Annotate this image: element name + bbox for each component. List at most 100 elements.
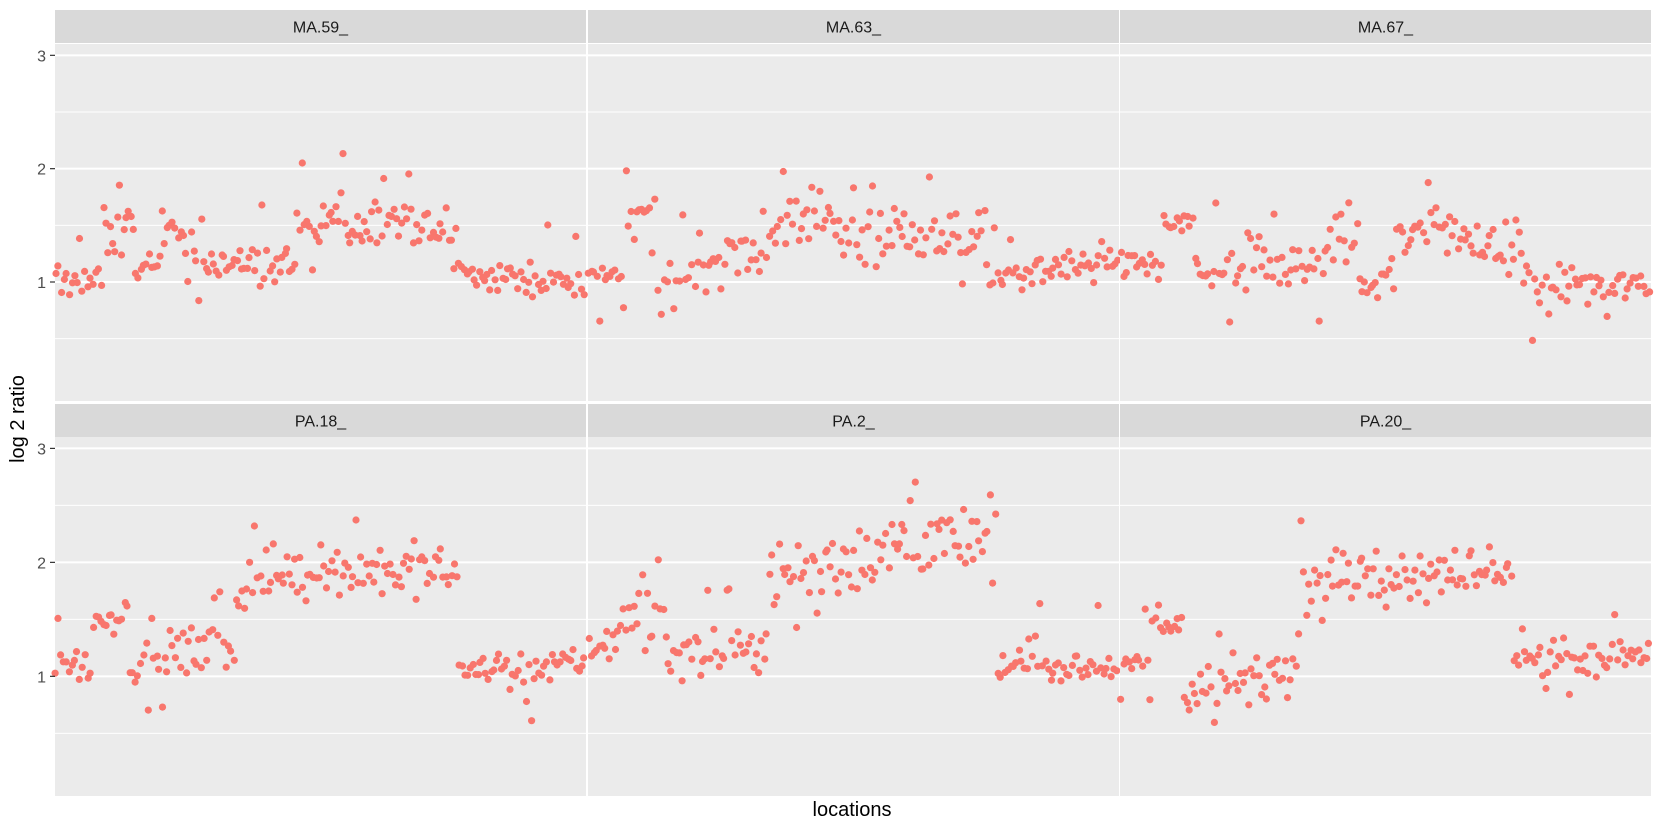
data-point — [837, 237, 845, 246]
data-point — [1125, 658, 1133, 666]
data-point — [1644, 639, 1652, 648]
data-point — [120, 226, 128, 234]
data-point — [777, 216, 785, 224]
data-point — [925, 173, 934, 181]
data-point — [1467, 242, 1475, 250]
data-point — [1210, 267, 1218, 276]
data-point — [400, 203, 408, 211]
data-point — [1082, 664, 1090, 672]
data-point — [549, 278, 558, 286]
data-point — [816, 187, 824, 195]
data-point — [731, 651, 739, 659]
data-point — [1354, 582, 1362, 590]
data-point — [166, 626, 174, 635]
data-point — [975, 537, 983, 545]
data-point — [187, 624, 195, 632]
data-point — [914, 552, 922, 561]
data-point — [1113, 667, 1121, 675]
data-point — [233, 596, 241, 604]
data-point — [1388, 255, 1396, 263]
data-point — [1467, 547, 1475, 555]
data-point — [1563, 297, 1571, 305]
data-point — [1220, 269, 1228, 277]
data-point — [1152, 614, 1160, 622]
data-point — [216, 588, 224, 596]
data-point — [725, 585, 733, 593]
facet-strip — [55, 10, 586, 43]
data-point — [919, 565, 927, 573]
data-point — [684, 274, 693, 282]
data-point — [1340, 237, 1348, 245]
facet-panels: MA.59_ 1 2 3 MA.63_ MA.67_ PA.18_ 1 2 3 PA.2_ PA.20… — [37, 10, 1654, 796]
data-point — [944, 240, 952, 248]
data-point — [327, 208, 335, 217]
data-point — [403, 215, 411, 223]
data-point — [334, 217, 342, 225]
data-point — [864, 223, 872, 231]
data-point — [1485, 232, 1493, 240]
data-point — [938, 229, 946, 237]
facet-panel: MA.67_ — [1117, 10, 1654, 401]
data-point — [1327, 556, 1335, 564]
data-point — [699, 261, 708, 269]
data-point — [296, 226, 304, 234]
data-point — [429, 573, 438, 581]
data-point — [752, 650, 761, 658]
data-point — [1401, 566, 1409, 574]
data-point — [832, 231, 840, 239]
data-point — [1611, 289, 1619, 297]
data-point — [358, 237, 366, 245]
data-point — [54, 614, 62, 623]
data-point — [1367, 591, 1375, 599]
data-point — [271, 278, 279, 286]
data-point — [1057, 270, 1065, 278]
data-point — [1472, 582, 1480, 590]
data-point — [657, 310, 665, 318]
data-point — [1036, 600, 1044, 608]
data-point — [1339, 549, 1347, 557]
data-point — [1406, 594, 1414, 603]
data-point — [161, 654, 169, 662]
data-point — [436, 220, 444, 228]
data-point — [670, 305, 678, 313]
data-point — [525, 661, 533, 669]
data-point — [1185, 706, 1193, 714]
data-point — [248, 246, 256, 254]
data-point — [81, 267, 89, 275]
data-point — [1039, 278, 1047, 286]
data-point — [140, 651, 148, 659]
data-point — [1316, 572, 1324, 580]
data-point — [98, 281, 106, 289]
data-point — [386, 560, 394, 568]
data-point — [66, 291, 74, 299]
data-point — [1185, 222, 1193, 230]
data-point — [752, 256, 760, 264]
data-point — [1023, 665, 1031, 673]
data-point — [305, 222, 313, 230]
data-point — [1305, 580, 1313, 588]
data-point — [1234, 272, 1242, 280]
data-point — [757, 637, 765, 645]
data-point — [1175, 626, 1183, 634]
data-point — [1223, 256, 1231, 264]
data-point — [1375, 591, 1383, 600]
data-point — [856, 253, 864, 261]
data-point — [922, 234, 930, 242]
data-point — [293, 209, 301, 217]
data-point — [484, 675, 492, 684]
data-point — [109, 240, 117, 248]
data-point — [749, 239, 757, 247]
data-point — [925, 561, 933, 569]
data-point — [1063, 273, 1071, 281]
data-point — [488, 266, 496, 275]
y-tick-label: 3 — [37, 441, 46, 458]
data-point — [1520, 648, 1529, 656]
data-point — [893, 217, 901, 225]
data-point — [1589, 642, 1598, 650]
data-point — [1522, 262, 1531, 270]
data-point — [1606, 655, 1614, 663]
data-point — [514, 666, 522, 675]
data-point — [1427, 560, 1435, 568]
data-point — [320, 562, 328, 570]
data-point — [691, 282, 700, 291]
